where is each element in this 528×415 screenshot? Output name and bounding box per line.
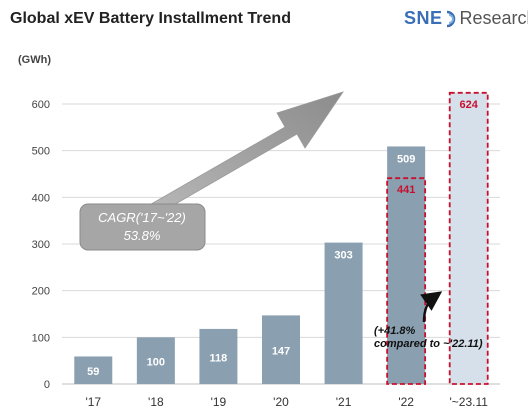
logo-swirl-icon: [446, 10, 455, 27]
bar-value-label: 303: [334, 250, 352, 262]
growth-label-line2: compared to ~'22.11): [374, 338, 483, 350]
x-tick-label: '22: [398, 395, 414, 409]
growth-label-line1: (+41.8%: [374, 325, 415, 337]
y-tick-label: 300: [32, 239, 50, 251]
cagr-label: CAGR('17~'22): [98, 210, 186, 225]
highlight-value-label: 441: [397, 184, 415, 196]
bar: [199, 328, 238, 384]
y-tick-label: 200: [32, 286, 50, 298]
bar: [324, 242, 363, 384]
x-tick-label: '20: [273, 395, 289, 409]
y-tick-label: 0: [44, 379, 50, 391]
x-tick-label: '~23.11: [449, 395, 488, 409]
bar: [262, 315, 300, 384]
highlight-box: [448, 91, 489, 385]
x-tick-label: '18: [148, 395, 164, 409]
x-tick-label: '19: [211, 395, 227, 409]
bar: [74, 356, 113, 384]
x-tick-label: '21: [336, 395, 352, 409]
bar-value-label: 147: [272, 346, 290, 358]
bars: 59 100 118 147 303 509 441 624: [74, 91, 489, 385]
y-tick-label: 600: [32, 99, 50, 111]
highlight-value-label: 624: [460, 99, 479, 111]
bar-value-label: 59: [87, 366, 99, 378]
bar: [387, 146, 426, 384]
y-unit-label: (GWh): [18, 54, 51, 66]
logo-sub: Research: [459, 8, 528, 28]
sne-research-logo: SNE Research: [404, 8, 528, 29]
y-tick-label: 100: [32, 332, 50, 344]
x-tick-label: '17: [85, 395, 101, 409]
bar-value-label: 118: [210, 352, 228, 364]
logo-main: SNE: [404, 8, 443, 28]
small-growth-arrow-icon: [420, 291, 443, 323]
bar-value-label: 100: [147, 357, 165, 369]
bar: [136, 337, 175, 384]
y-tick-label: 500: [32, 146, 50, 158]
x-axis-ticks: '17 '18 '19 '20 '21 '22 '~23.11: [85, 395, 488, 409]
growth-annotation: (+41.8% compared to ~'22.11): [374, 291, 483, 350]
highlight-box: [386, 177, 427, 385]
bar-value-label: 509: [397, 153, 415, 165]
chart-title: Global xEV Battery Installment Trend: [10, 10, 291, 27]
bar: [449, 92, 488, 385]
cagr-value: 53.8%: [124, 228, 161, 243]
y-tick-label: 400: [32, 192, 50, 204]
y-axis-ticks: 0 100 200 300 400 500 600: [32, 99, 50, 391]
cagr-callout: CAGR('17~'22) 53.8%: [79, 203, 206, 251]
